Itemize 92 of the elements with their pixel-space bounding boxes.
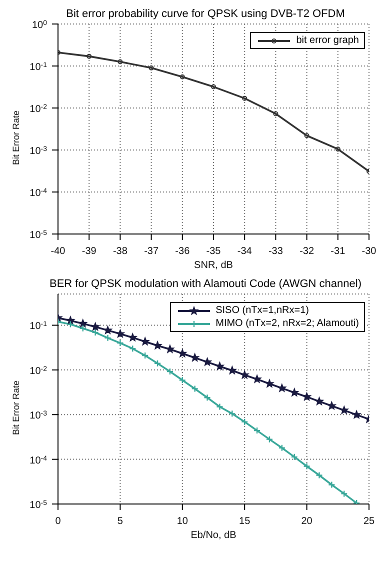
chart-title: BER for QPSK modulation with Alamouti Code (AWGN channel) [48,278,362,290]
y-axis-title: Bit Error Rate [11,110,22,165]
point [178,349,187,358]
point [302,392,311,400]
point [216,403,224,410]
point [265,379,274,388]
x-axis-title: Eb/No, dB [190,530,237,541]
point [303,462,310,470]
y-tick-label: 10$^{-2}$ [30,365,48,377]
point [240,370,249,379]
point [148,65,154,70]
point [79,324,86,332]
point [241,418,248,426]
point [228,366,236,374]
point [315,397,324,406]
x-tick-label: -35 [206,246,222,257]
x-tick-label: -33 [268,246,284,257]
point [190,353,199,362]
point [316,472,323,479]
legend-label: bit error graph [296,34,359,47]
point [273,111,278,116]
x-tick-label: -32 [300,246,314,257]
point [141,352,149,360]
x-tick-label: -39 [82,246,97,257]
x-tick-label: 0 [55,516,62,527]
y-axis-title: Bit Error Rate [11,380,22,435]
y-tick-label: 10$^{-5}$ [30,500,48,511]
point [242,96,248,101]
x-tick-label: -40 [50,246,66,257]
point [228,410,236,418]
point [78,319,87,328]
point [290,453,298,461]
y-tick-label: 10$^{-4}$ [30,188,48,199]
point [178,376,186,384]
legend-label: MIMO (nTx=2, nRx=2; Alamouti) [216,317,359,330]
x-tick-label: 10 [176,516,188,527]
point [116,330,124,338]
point [66,320,74,328]
y-tick-label: 10$^{-3}$ [30,410,48,422]
x-tick-label: -30 [362,246,377,257]
chart-title: Bit error probability curve for QPSK using DVB-T2 OFDM [65,8,346,20]
point [352,410,361,418]
y-tick-label: 10$^{-3}$ [30,146,48,157]
y-tick-label: 10$^{-2}$ [30,104,48,115]
x-tick-label: -36 [175,246,190,257]
point [116,339,124,347]
line-series [58,50,369,174]
x-tick-label: -31 [330,246,346,257]
point [340,490,348,498]
x-tick-label: 15 [239,516,251,527]
x-tick-label: -37 [144,246,159,257]
point [191,385,198,392]
point [128,333,137,342]
y-tick-label: 10$^{-5}$ [30,230,48,241]
point [278,384,286,392]
y-tick-label: 10$^{-1}$ [30,320,48,332]
point [335,146,340,152]
point [290,388,298,396]
point [253,426,261,434]
x-axis-title: SNR, dB [194,260,234,271]
point [86,54,92,59]
point [340,406,348,414]
y-tick-label: 10$^{-4}$ [30,454,48,466]
point [104,326,112,334]
x-tick-label: 5 [117,516,124,527]
point [216,362,224,370]
x-tick-label: -34 [237,246,252,257]
point [203,358,212,366]
point [304,133,310,138]
legend-label: SISO (nTx=1,nRx=1) [216,304,309,317]
x-tick-label: -38 [112,246,128,257]
point [118,59,123,64]
point [66,316,75,324]
point [328,481,336,488]
point [154,360,162,367]
point [129,345,136,352]
point [140,337,150,346]
point [166,368,174,376]
point [266,436,274,443]
point [91,322,100,330]
point [180,74,185,80]
point [278,444,286,452]
point [211,84,216,90]
point [252,374,262,383]
point [204,394,211,402]
point [166,344,174,353]
y-tick-label: 10$^{-1}$ [30,62,48,73]
point [328,402,336,410]
point [104,334,112,342]
point [92,328,99,336]
x-tick-label: 20 [301,516,313,527]
x-tick-label: 25 [363,516,375,527]
